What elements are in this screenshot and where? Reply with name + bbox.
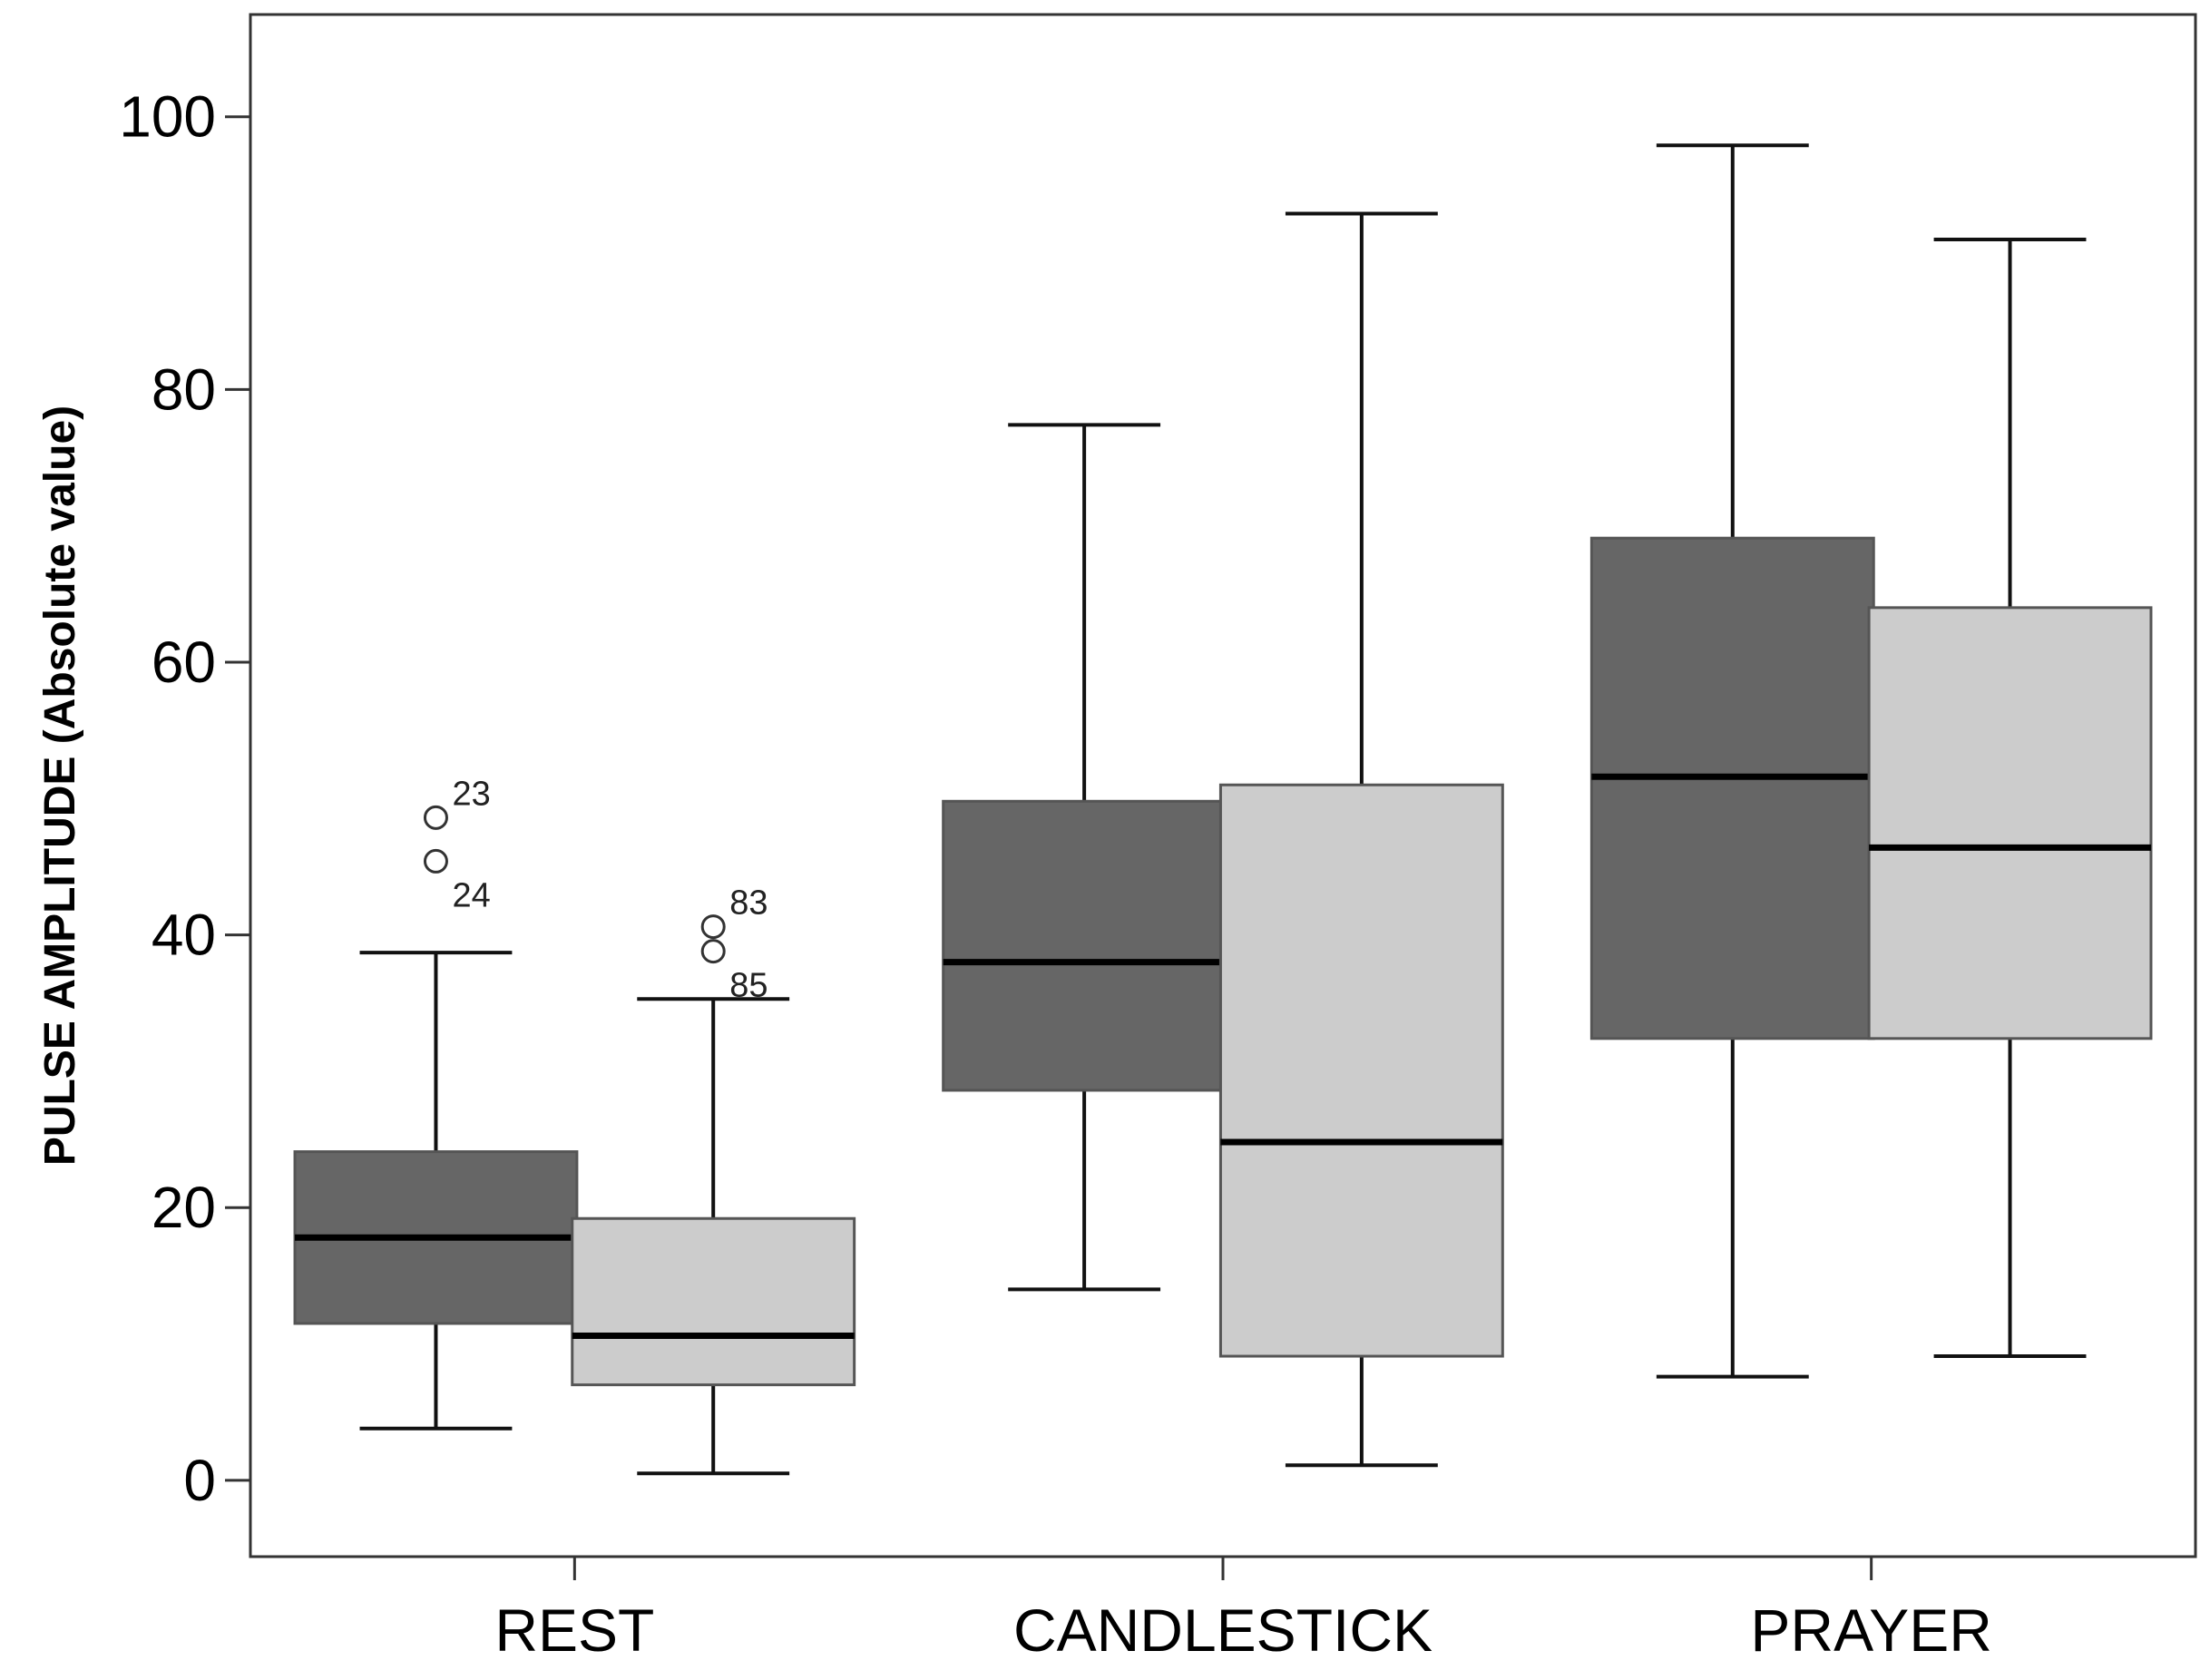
iqr-box [571, 1216, 856, 1387]
box-groups: 23 24 83 85 [293, 143, 2153, 1476]
y-tick-label: 20 [152, 1175, 216, 1240]
outlier-label: 24 [452, 876, 490, 914]
x-category-label: CANDLESTICK [1013, 1597, 1433, 1664]
outlier-label: 23 [452, 775, 490, 813]
y-tick-label: 80 [152, 357, 216, 422]
iqr-box [1218, 783, 1504, 1358]
outlier-point [423, 848, 448, 874]
iqr-box [1867, 606, 2153, 1040]
y-tick-label: 0 [183, 1448, 216, 1513]
y-axis-label: PULSE AMPLITUDE (Absolute value) [36, 405, 84, 1166]
y-tick-label: 60 [152, 630, 216, 695]
box-prayer-2 [1867, 238, 2153, 1359]
y-tick-label: 40 [152, 903, 216, 968]
outlier-label: 85 [729, 967, 768, 1005]
outlier-label: 83 [729, 884, 768, 923]
y-axis: 0 20 40 60 80 100 [119, 84, 250, 1513]
outlier-point [423, 805, 448, 830]
box-candlestick-1 [942, 423, 1227, 1292]
outlier-point [700, 914, 726, 940]
outlier-point [700, 939, 726, 964]
x-category-label: REST [494, 1597, 654, 1664]
box-rest-1: 23 24 [293, 775, 579, 1431]
box-candlestick-2 [1218, 211, 1504, 1468]
box-rest-2: 83 85 [571, 884, 856, 1476]
iqr-box [942, 799, 1227, 1092]
box-prayer-1 [1589, 143, 1875, 1379]
x-category-label: PRAYER [1750, 1597, 1992, 1664]
y-tick-label: 100 [119, 84, 216, 150]
iqr-box [1589, 536, 1875, 1040]
x-axis: REST CANDLESTICK PRAYER [494, 1557, 1992, 1664]
